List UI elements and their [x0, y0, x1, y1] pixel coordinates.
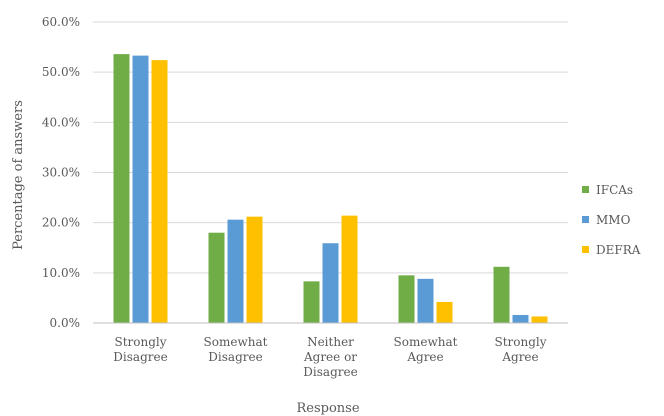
y-tick-label: 60.0%: [42, 15, 80, 29]
y-tick-label: 30.0%: [42, 166, 80, 180]
y-tick-label: 10.0%: [42, 266, 80, 280]
x-category-label-line: Neither: [307, 335, 354, 349]
legend-swatch-ifcas: [582, 186, 589, 193]
y-tick-label: 40.0%: [42, 115, 80, 129]
bar-defra-3: [436, 301, 453, 323]
bar-defra-2: [341, 215, 358, 323]
x-category-label: Somewhat Disagree: [204, 335, 268, 364]
bar-defra-1: [246, 216, 263, 323]
bar-ifcas-4: [493, 266, 510, 323]
bar-mmo-1: [227, 219, 244, 323]
y-tick-label: 20.0%: [42, 216, 80, 230]
x-category-label-line: Agree or: [303, 350, 357, 364]
x-category-label-line: Agree: [406, 350, 443, 364]
x-category-label-line: Somewhat: [394, 335, 458, 349]
bar-ifcas-0: [113, 54, 130, 324]
bar-ifcas-2: [303, 281, 320, 323]
bars: [113, 54, 548, 324]
legend-swatch-mmo: [582, 216, 589, 223]
x-category-label-line: Disagree: [208, 350, 262, 364]
legend-label-defra: DEFRA: [596, 243, 641, 257]
bar-mmo-2: [322, 243, 339, 323]
bar-ifcas-3: [398, 275, 415, 323]
bar-defra-0: [151, 60, 168, 323]
bar-mmo-4: [512, 314, 529, 323]
x-axis-title: Response: [296, 401, 359, 416]
y-axis-title: Percentage of answers: [11, 100, 26, 250]
x-category-label: Neither Agree or Disagree: [303, 335, 358, 379]
bar-defra-4: [531, 316, 548, 323]
x-category-label-line: Disagree: [113, 350, 167, 364]
legend-label-mmo: MMO: [596, 213, 631, 227]
x-category-label-line: Disagree: [303, 365, 357, 379]
x-category-label-line: Somewhat: [204, 335, 268, 349]
x-category-label-line: Strongly: [114, 335, 166, 349]
x-category-label-line: Agree: [501, 350, 538, 364]
y-tick-label: 0.0%: [50, 316, 81, 330]
legend: IFCAs MMO DEFRA: [582, 183, 641, 257]
y-axis-tick-labels: 0.0% 10.0% 20.0% 30.0% 40.0% 50.0% 60.0%: [42, 15, 80, 330]
gridlines: [93, 21, 568, 274]
bar-ifcas-1: [208, 232, 225, 323]
bar-mmo-0: [132, 55, 149, 324]
y-tick-label: 50.0%: [42, 65, 80, 79]
x-category-label: Strongly Agree: [494, 335, 546, 364]
x-category-label-line: Strongly: [494, 335, 546, 349]
x-category-label: Somewhat Agree: [394, 335, 458, 364]
x-category-label: Strongly Disagree: [113, 335, 167, 364]
legend-swatch-defra: [582, 246, 589, 253]
legend-label-ifcas: IFCAs: [596, 183, 633, 197]
bar-mmo-3: [417, 278, 434, 323]
